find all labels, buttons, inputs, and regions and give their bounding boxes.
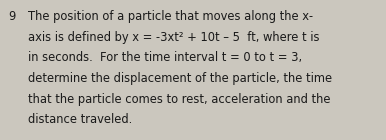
Text: axis is defined by x = -3xt² + 10t – 5  ft, where t is: axis is defined by x = -3xt² + 10t – 5 f… xyxy=(28,31,319,44)
Text: in seconds.  For the time interval t = 0 to t = 3,: in seconds. For the time interval t = 0 … xyxy=(28,51,302,64)
Text: that the particle comes to rest, acceleration and the: that the particle comes to rest, acceler… xyxy=(28,93,330,106)
Text: determine the displacement of the particle, the time: determine the displacement of the partic… xyxy=(28,72,332,85)
Text: distance traveled.: distance traveled. xyxy=(28,113,132,126)
Text: The position of a particle that moves along the x-: The position of a particle that moves al… xyxy=(28,10,313,23)
Text: 9: 9 xyxy=(8,10,16,23)
